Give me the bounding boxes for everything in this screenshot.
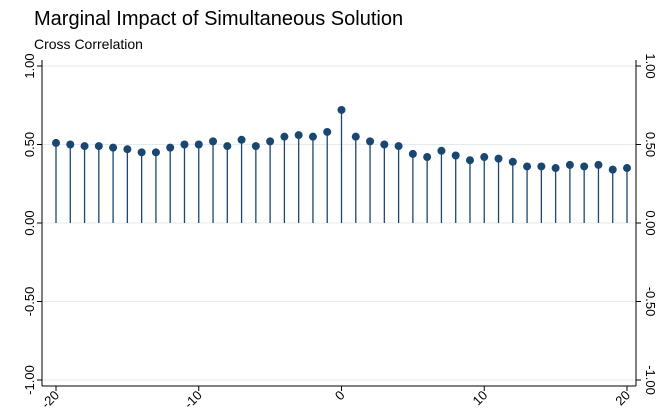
stem-point (608, 165, 617, 174)
stem-point (323, 127, 332, 136)
stem-point (80, 142, 89, 151)
stem-point (351, 132, 360, 141)
stem-point (551, 164, 560, 173)
stem-point (465, 156, 474, 165)
stem-point (523, 162, 532, 171)
stem-point (266, 137, 275, 146)
y2-tick-label: 1.00 (643, 53, 658, 78)
stem-point (537, 162, 546, 171)
stem-point (337, 105, 346, 114)
stem-point (237, 135, 246, 144)
y2-tick-label: 0.00 (643, 210, 658, 235)
y-tick-label: 1.00 (22, 53, 37, 78)
stem-point (494, 154, 503, 163)
stem-point (251, 142, 260, 151)
stem-point (508, 157, 517, 166)
stem-point (380, 140, 389, 149)
stem-point (194, 140, 203, 149)
stem-point (166, 143, 175, 152)
y2-tick-label: 0.50 (643, 132, 658, 157)
stem-point (151, 148, 160, 157)
stem-point (94, 142, 103, 151)
stem-point (52, 138, 60, 147)
stem-point (366, 137, 375, 146)
stem-point (109, 143, 118, 152)
stem-point (137, 148, 146, 157)
stem-point (437, 146, 446, 155)
stem-point (623, 164, 631, 173)
stem-point (423, 153, 432, 162)
stem-point (223, 142, 232, 151)
stem-point (480, 153, 489, 162)
stem-point (180, 140, 189, 149)
chart-title: Marginal Impact of Simultaneous Solution (34, 8, 403, 30)
stem-point (280, 132, 289, 141)
stem-point (565, 160, 574, 169)
stem-point (308, 132, 317, 141)
stem-point (594, 160, 603, 169)
y-tick-label: 0.00 (22, 210, 37, 235)
stem-point (394, 142, 403, 151)
y2-tick-label: -0.50 (643, 287, 658, 317)
stem-point (294, 131, 303, 140)
stem-point (451, 151, 460, 160)
stem-point (123, 145, 132, 154)
stem-point (66, 140, 75, 149)
y-tick-label: -1.00 (22, 365, 37, 395)
y2-tick-label: -1.00 (643, 365, 658, 395)
chart-subtitle: Cross Correlation (34, 36, 143, 52)
stem-point (408, 149, 417, 158)
y-tick-label: 0.50 (22, 132, 37, 157)
stem-point (580, 162, 589, 171)
stem-point (209, 137, 218, 146)
y-tick-label: -0.50 (22, 287, 37, 317)
